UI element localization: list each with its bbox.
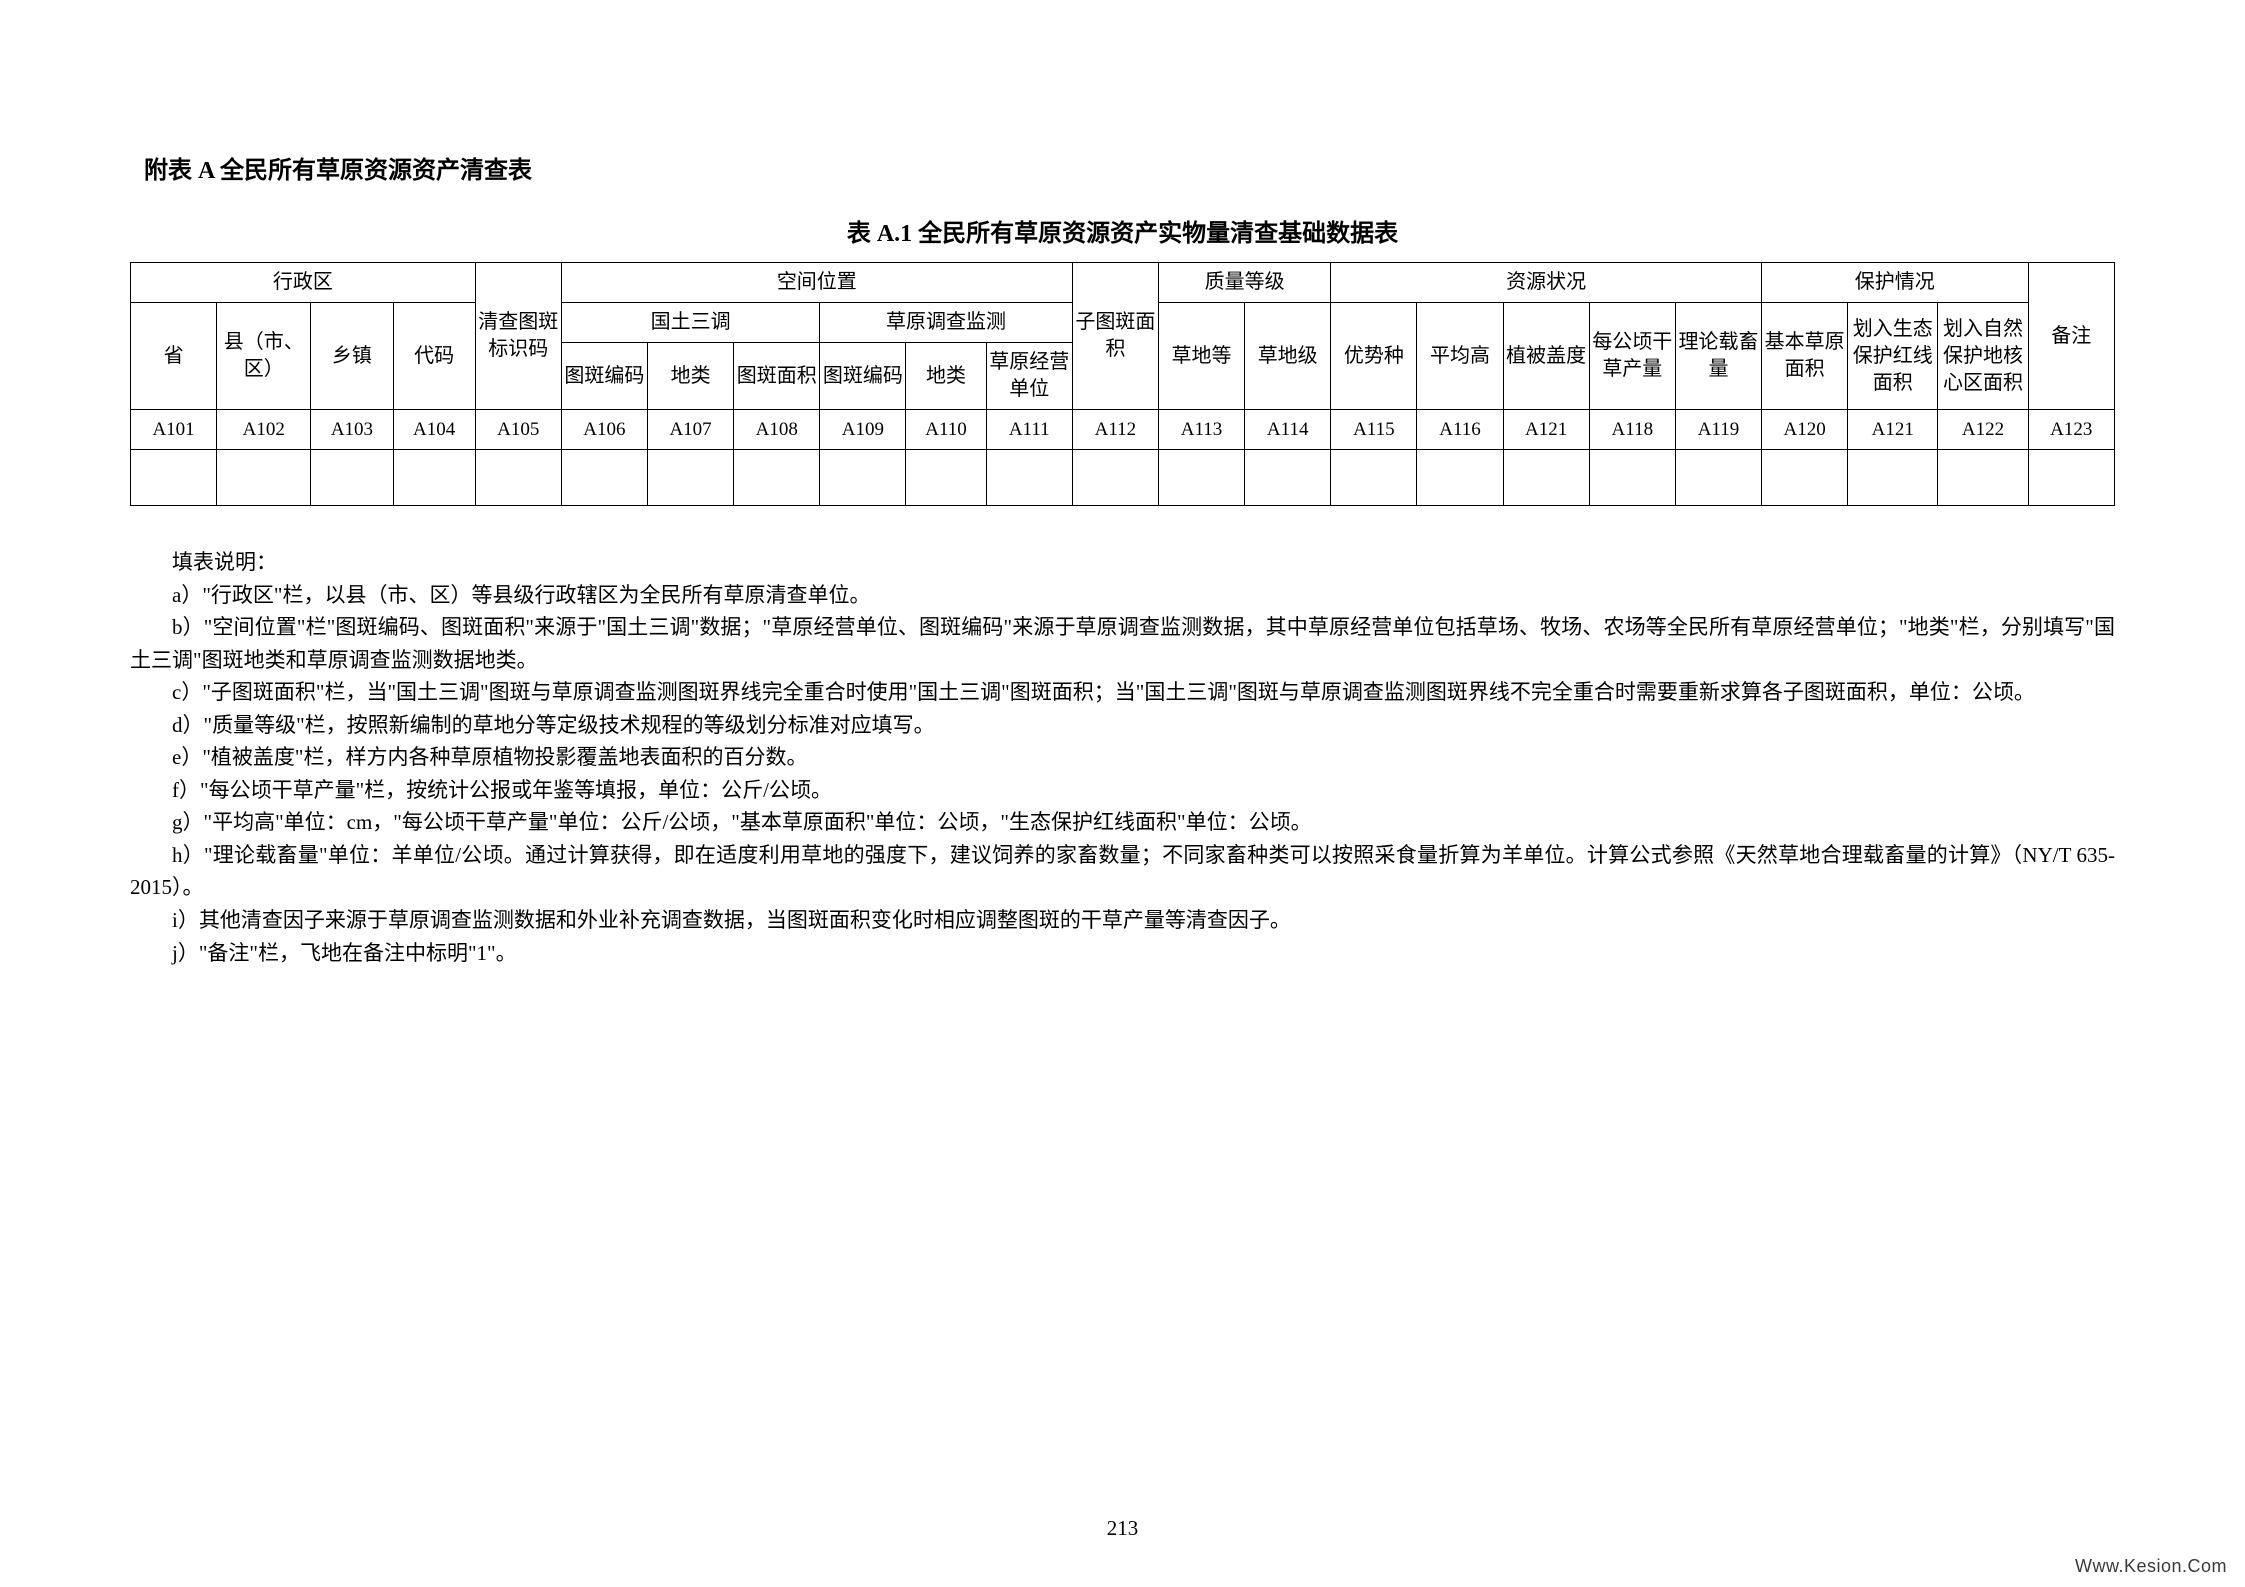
code-cell: A109 — [820, 410, 906, 450]
note-item: a）"行政区"栏，以县（市、区）等县级行政辖区为全民所有草原清查单位。 — [130, 579, 2115, 612]
empty-cell — [1331, 450, 1417, 506]
empty-cell — [475, 450, 561, 506]
empty-cell — [2028, 450, 2114, 506]
code-cell: A108 — [734, 410, 820, 450]
empty-cell — [217, 450, 311, 506]
note-item: j）"备注"栏，飞地在备注中标明"1"。 — [130, 937, 2115, 970]
code-cell: A102 — [217, 410, 311, 450]
empty-cell — [1675, 450, 1761, 506]
th-patch-code2: 图斑编码 — [820, 343, 906, 410]
code-cell: A101 — [131, 410, 217, 450]
code-cell: A118 — [1589, 410, 1675, 450]
code-cell: A110 — [906, 410, 986, 450]
code-cell: A103 — [311, 410, 393, 450]
th-patch-area1: 图斑面积 — [734, 343, 820, 410]
code-cell: A111 — [986, 410, 1072, 450]
note-item: f）"每公顷干草产量"栏，按统计公报或年鉴等填报，单位：公斤/公顷。 — [130, 774, 2115, 807]
empty-cell — [1158, 450, 1244, 506]
watermark: Www.Kesion.Com — [2075, 1556, 2227, 1577]
code-cell: A107 — [648, 410, 734, 450]
th-resource: 资源状况 — [1331, 263, 1762, 303]
th-admin: 行政区 — [131, 263, 476, 303]
code-cell: A120 — [1762, 410, 1848, 450]
th-national3: 国土三调 — [561, 303, 819, 343]
empty-cell — [1503, 450, 1589, 506]
empty-cell — [820, 450, 906, 506]
th-dominant: 优势种 — [1331, 303, 1417, 410]
empty-cell — [131, 450, 217, 506]
th-landclass1: 地类 — [648, 343, 734, 410]
th-quality: 质量等级 — [1158, 263, 1330, 303]
code-cell: A116 — [1417, 410, 1503, 450]
code-cell: A115 — [1331, 410, 1417, 450]
th-reserve-core: 划入自然保护地核心区面积 — [1938, 303, 2028, 410]
empty-cell — [1848, 450, 1938, 506]
code-cell: A104 — [393, 410, 475, 450]
empty-cell — [561, 450, 647, 506]
code-cell: A121 — [1503, 410, 1589, 450]
document-page: 附表 A 全民所有草原资源资产清查表 表 A.1 全民所有草原资源资产实物量清查… — [0, 0, 2245, 1587]
th-grass-survey: 草原调查监测 — [820, 303, 1072, 343]
th-theory-stock: 理论载畜量 — [1675, 303, 1761, 410]
empty-cell — [986, 450, 1072, 506]
note-item: i）其他清查因子来源于草原调查监测数据和外业补充调查数据，当图斑面积变化时相应调… — [130, 904, 2115, 937]
note-item: c）"子图斑面积"栏，当"国土三调"图斑与草原调查监测图斑界线完全重合时使用"国… — [130, 676, 2115, 709]
code-cell: A113 — [1158, 410, 1244, 450]
th-grade-ji: 草地级 — [1245, 303, 1331, 410]
empty-cell — [1589, 450, 1675, 506]
th-veg-cover: 植被盖度 — [1503, 303, 1589, 410]
th-base-area: 基本草原面积 — [1762, 303, 1848, 410]
empty-cell — [734, 450, 820, 506]
th-protect: 保护情况 — [1762, 263, 2029, 303]
empty-cell — [648, 450, 734, 506]
empty-cell — [393, 450, 475, 506]
empty-cell — [1072, 450, 1158, 506]
th-avg-height: 平均高 — [1417, 303, 1503, 410]
empty-row — [131, 450, 2115, 506]
th-sub-area: 子图斑面积 — [1072, 263, 1158, 410]
th-town: 乡镇 — [311, 303, 393, 410]
th-remark: 备注 — [2028, 263, 2114, 410]
table-caption: 表 A.1 全民所有草原资源资产实物量清查基础数据表 — [130, 213, 2115, 248]
th-grass-unit: 草原经营单位 — [986, 343, 1072, 410]
code-cell: A123 — [2028, 410, 2114, 450]
th-code: 代码 — [393, 303, 475, 410]
note-item: g）"平均高"单位：cm，"每公顷干草产量"单位：公斤/公顷，"基本草原面积"单… — [130, 806, 2115, 839]
empty-cell — [311, 450, 393, 506]
notes-section: 填表说明： a）"行政区"栏，以县（市、区）等县级行政辖区为全民所有草原清查单位… — [130, 546, 2115, 969]
code-cell: A119 — [1675, 410, 1761, 450]
code-cell: A106 — [561, 410, 647, 450]
note-item: d）"质量等级"栏，按照新编制的草地分等定级技术规程的等级划分标准对应填写。 — [130, 709, 2115, 742]
th-landclass2: 地类 — [906, 343, 986, 410]
empty-cell — [1938, 450, 2028, 506]
th-redline-area: 划入生态保护红线面积 — [1848, 303, 1938, 410]
th-province: 省 — [131, 303, 217, 410]
th-grade-deng: 草地等 — [1158, 303, 1244, 410]
note-item: e）"植被盖度"栏，样方内各种草原植物投影覆盖地表面积的百分数。 — [130, 741, 2115, 774]
th-dry-yield: 每公顷干草产量 — [1589, 303, 1675, 410]
code-cell: A122 — [1938, 410, 2028, 450]
th-patch-code1: 图斑编码 — [561, 343, 647, 410]
note-item: b）"空间位置"栏"图斑编码、图斑面积"来源于"国土三调"数据；"草原经营单位、… — [130, 611, 2115, 676]
page-number: 213 — [0, 1516, 2245, 1541]
th-spatial: 空间位置 — [561, 263, 1072, 303]
empty-cell — [906, 450, 986, 506]
code-cell: A112 — [1072, 410, 1158, 450]
th-patch-id: 清查图斑标识码 — [475, 263, 561, 410]
empty-cell — [1245, 450, 1331, 506]
notes-heading: 填表说明： — [130, 546, 2115, 579]
inventory-table: 行政区 清查图斑标识码 空间位置 子图斑面积 质量等级 资源状况 保护情况 备注… — [130, 262, 2115, 506]
code-row: A101 A102 A103 A104 A105 A106 A107 A108 … — [131, 410, 2115, 450]
empty-cell — [1762, 450, 1848, 506]
th-county: 县（市、区） — [217, 303, 311, 410]
appendix-title: 附表 A 全民所有草原资源资产清查表 — [144, 150, 2115, 185]
code-cell: A105 — [475, 410, 561, 450]
code-cell: A121 — [1848, 410, 1938, 450]
empty-cell — [1417, 450, 1503, 506]
code-cell: A114 — [1245, 410, 1331, 450]
note-item: h）"理论载畜量"单位：羊单位/公顷。通过计算获得，即在适度利用草地的强度下，建… — [130, 839, 2115, 904]
